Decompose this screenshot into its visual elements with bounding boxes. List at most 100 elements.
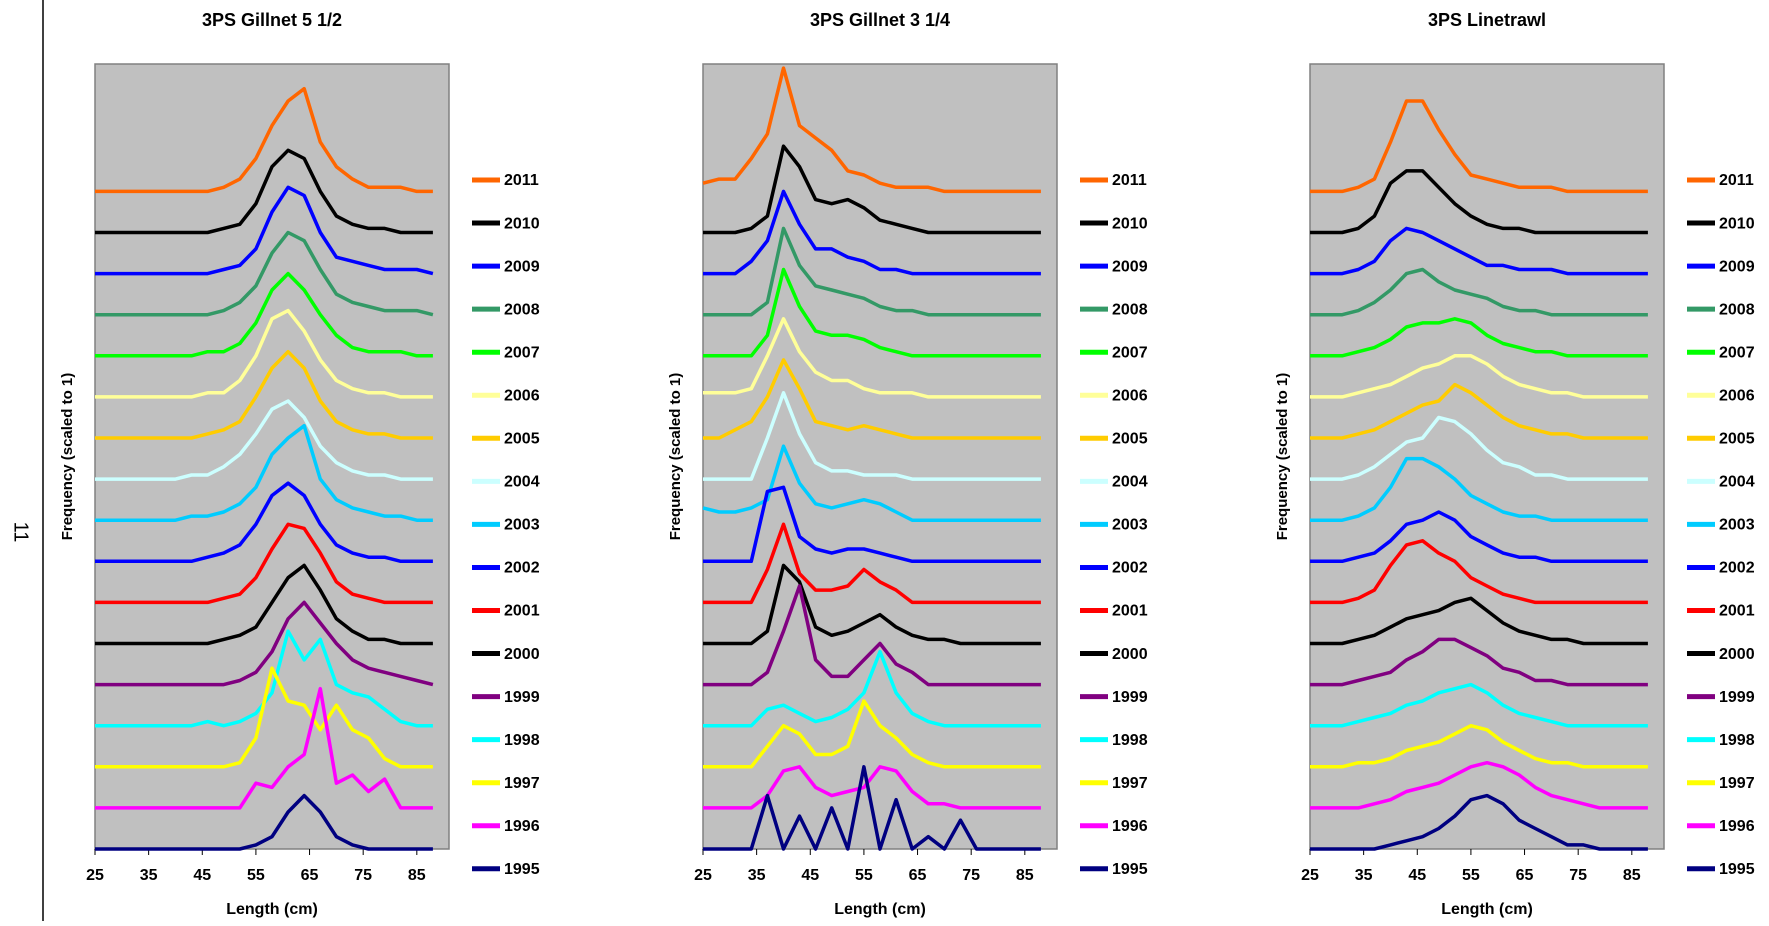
- series-line: [703, 189, 1041, 276]
- legend-label: 1999: [1112, 689, 1148, 706]
- page-number: 11: [10, 522, 32, 543]
- series-line: [95, 230, 434, 317]
- legend-label: 2002: [1112, 560, 1148, 577]
- series-line: [703, 317, 1041, 399]
- legend-label: 2004: [1719, 474, 1755, 491]
- legend-label: 2008: [1719, 301, 1755, 318]
- x-tick-label: 75: [962, 867, 980, 884]
- chart-title: 3PS Linetrawl: [1428, 10, 1546, 30]
- series-line: [702, 66, 1041, 194]
- legend-label: 2004: [504, 474, 540, 491]
- legend-label: 2009: [1112, 258, 1148, 275]
- x-tick-label: 75: [354, 867, 372, 884]
- x-tick-label: 45: [193, 867, 211, 884]
- series-line: [95, 522, 433, 605]
- x-tick-label: 65: [1516, 867, 1534, 884]
- series-line: [703, 765, 1041, 810]
- series-line: [95, 563, 433, 646]
- legend-label: 2011: [1719, 172, 1754, 189]
- legend-label: 1996: [1112, 818, 1148, 835]
- legend-label: 2007: [504, 344, 540, 361]
- legend-label: 2002: [1719, 560, 1755, 577]
- series-line: [1310, 456, 1648, 522]
- legend-label: 2000: [504, 646, 540, 663]
- legend-label: 2006: [504, 387, 540, 404]
- x-tick-label: 35: [1355, 867, 1373, 884]
- legend-label: 2008: [1112, 301, 1148, 318]
- series-line: [703, 226, 1041, 317]
- legend-label: 1999: [504, 689, 540, 706]
- x-axis-label: Length (cm): [226, 901, 318, 918]
- x-tick-label: 35: [748, 867, 766, 884]
- x-tick-label: 65: [909, 867, 927, 884]
- series-line: [1310, 354, 1648, 399]
- legend-label: 2010: [1719, 215, 1755, 232]
- series-line: [95, 148, 433, 235]
- x-tick-label: 65: [301, 867, 319, 884]
- legend-label: 2000: [1112, 646, 1148, 663]
- legend-label: 2003: [504, 517, 540, 534]
- legend-label: 1997: [1719, 775, 1755, 792]
- legend-label: 1995: [1719, 861, 1755, 878]
- x-tick-label: 25: [86, 867, 104, 884]
- x-tick-label: 85: [1016, 867, 1034, 884]
- series-line: [1310, 382, 1648, 440]
- legend-label: 1996: [1719, 818, 1755, 835]
- x-axis-label: Length (cm): [834, 901, 926, 918]
- series-line: [703, 522, 1041, 605]
- legend-label: 2006: [1112, 387, 1148, 404]
- series-line: [1310, 317, 1648, 358]
- series-line: [95, 666, 433, 769]
- legend-label: 1998: [504, 732, 540, 749]
- y-axis-label: Frequency (scaled to 1): [59, 373, 76, 541]
- legend-label: 2003: [1112, 517, 1148, 534]
- series-line: [95, 271, 433, 358]
- x-tick-label: 45: [1408, 867, 1426, 884]
- series-line: [1310, 226, 1648, 276]
- series-line: [703, 267, 1041, 358]
- series-line: [1310, 793, 1648, 851]
- series-line: [1310, 723, 1648, 769]
- series-line: [703, 358, 1041, 440]
- legend-label: 2005: [1112, 431, 1148, 448]
- series-line: [95, 793, 433, 851]
- legend-label: 2005: [504, 431, 540, 448]
- y-axis-label: Frequency (scaled to 1): [667, 373, 684, 541]
- x-tick-label: 35: [140, 867, 158, 884]
- x-tick-label: 25: [694, 867, 712, 884]
- plot-area: [1309, 63, 1665, 850]
- series-line: [1310, 415, 1648, 481]
- x-tick-label: 85: [408, 867, 426, 884]
- series-line: [1310, 760, 1648, 810]
- series-line: [95, 600, 434, 687]
- legend-label: 1998: [1112, 732, 1148, 749]
- series-line: [95, 423, 433, 522]
- series-line: [1310, 596, 1648, 646]
- series-line: [95, 86, 433, 194]
- series-line: [703, 649, 1041, 728]
- legend-label: 2001: [1112, 603, 1148, 620]
- series-line: [95, 185, 434, 276]
- x-tick-label: 75: [1569, 867, 1587, 884]
- series-line: [95, 686, 433, 810]
- legend-label: 2010: [1112, 215, 1148, 232]
- legend-label: 1998: [1719, 732, 1755, 749]
- series-line: [95, 481, 433, 564]
- x-axis-label: Length (cm): [1441, 901, 1533, 918]
- series-line: [1310, 267, 1648, 317]
- legend-label: 2000: [1719, 646, 1755, 663]
- series-line: [703, 144, 1041, 235]
- legend-label: 2009: [504, 258, 540, 275]
- chart-title: 3PS Gillnet 5 1/2: [202, 10, 342, 30]
- legend-label: 1997: [1112, 775, 1148, 792]
- series-line: [702, 444, 1041, 522]
- series-line: [703, 584, 1041, 687]
- legend-label: 2009: [1719, 258, 1755, 275]
- legend-label: 1995: [504, 861, 540, 878]
- series-line: [703, 485, 1041, 564]
- legend-label: 1997: [504, 775, 540, 792]
- legend-label: 2002: [504, 560, 540, 577]
- x-tick-label: 25: [1301, 867, 1319, 884]
- series-line: [1310, 682, 1648, 728]
